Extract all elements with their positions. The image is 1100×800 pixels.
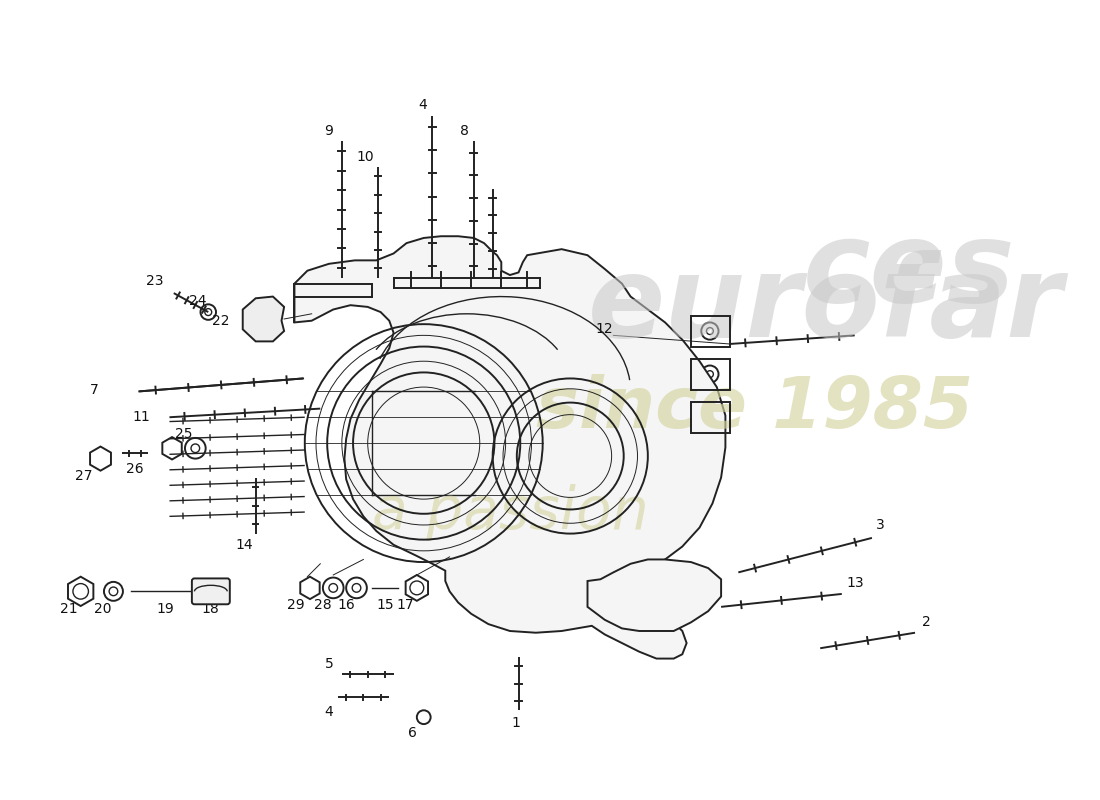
- Text: eurofar: eurofar: [587, 250, 1063, 361]
- Text: 24: 24: [189, 294, 207, 308]
- Text: 13: 13: [846, 576, 864, 590]
- Text: 22: 22: [212, 314, 230, 328]
- Text: 15: 15: [376, 598, 394, 612]
- Text: 28: 28: [315, 598, 332, 612]
- Text: 1: 1: [512, 716, 520, 730]
- Polygon shape: [243, 297, 284, 342]
- Text: 21: 21: [59, 602, 77, 615]
- Text: 27: 27: [75, 469, 92, 483]
- Text: 11: 11: [132, 410, 150, 424]
- FancyBboxPatch shape: [191, 578, 230, 604]
- Polygon shape: [587, 559, 722, 631]
- Text: 7: 7: [90, 382, 99, 397]
- Text: 3: 3: [877, 518, 886, 532]
- Polygon shape: [295, 236, 725, 658]
- Text: 4: 4: [418, 98, 427, 112]
- Text: 17: 17: [396, 598, 414, 612]
- Text: 25: 25: [175, 427, 192, 442]
- Text: a passion: a passion: [372, 483, 649, 541]
- Text: ces: ces: [803, 215, 1015, 326]
- Text: 16: 16: [338, 598, 355, 612]
- Text: 9: 9: [324, 124, 333, 138]
- Text: 14: 14: [235, 538, 253, 552]
- Text: 12: 12: [596, 322, 614, 336]
- Text: 5: 5: [324, 657, 333, 670]
- Text: 29: 29: [287, 598, 305, 612]
- Text: 19: 19: [156, 602, 174, 615]
- Text: since 1985: since 1985: [536, 374, 972, 443]
- Text: 10: 10: [356, 150, 374, 164]
- Text: 23: 23: [146, 274, 164, 288]
- Text: 4: 4: [324, 705, 333, 719]
- Text: 18: 18: [201, 602, 219, 615]
- Text: 6: 6: [408, 726, 417, 740]
- Text: 2: 2: [922, 615, 931, 630]
- Text: 8: 8: [460, 124, 469, 138]
- Text: 26: 26: [126, 462, 144, 476]
- Text: 20: 20: [95, 602, 112, 615]
